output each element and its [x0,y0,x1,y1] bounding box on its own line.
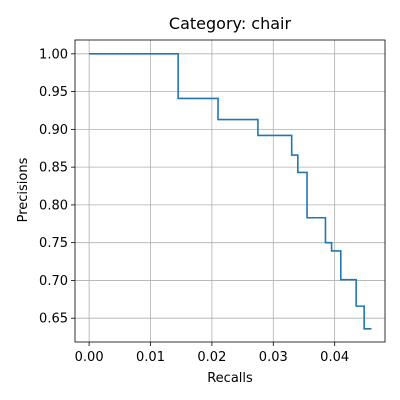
y-tick-label: 0.70 [39,274,68,289]
plot-frame [74,39,386,343]
x-tick-label: 0.01 [136,350,165,365]
grid-layer [75,40,385,342]
x-axis-label: Recalls [207,371,253,386]
y-tick-label: 1.00 [39,47,68,62]
precision-recall-line [89,53,372,330]
x-tick-label: 0.04 [320,350,349,365]
x-tick-label: 0.00 [75,350,104,365]
y-tick-label: 0.65 [39,312,68,327]
y-tick-label: 0.85 [39,161,68,176]
y-tick-label: 0.75 [39,236,68,251]
line-layer [89,53,372,330]
x-tick-label: 0.02 [197,350,226,365]
y-tick-label: 0.80 [39,198,68,213]
y-tick-label: 0.95 [39,85,68,100]
y-axis-label: Precisions [16,157,31,222]
y-axis-ticks: 0.65 0.70 0.75 0.80 0.85 0.90 0.95 1.00 [39,47,75,327]
axes-frame [74,39,386,343]
y-tick-label: 0.90 [39,123,68,138]
chart-title: Category: chair [169,14,292,33]
x-axis-ticks: 0.00 0.01 0.02 0.03 0.04 [75,342,349,365]
x-tick-label: 0.03 [259,350,288,365]
